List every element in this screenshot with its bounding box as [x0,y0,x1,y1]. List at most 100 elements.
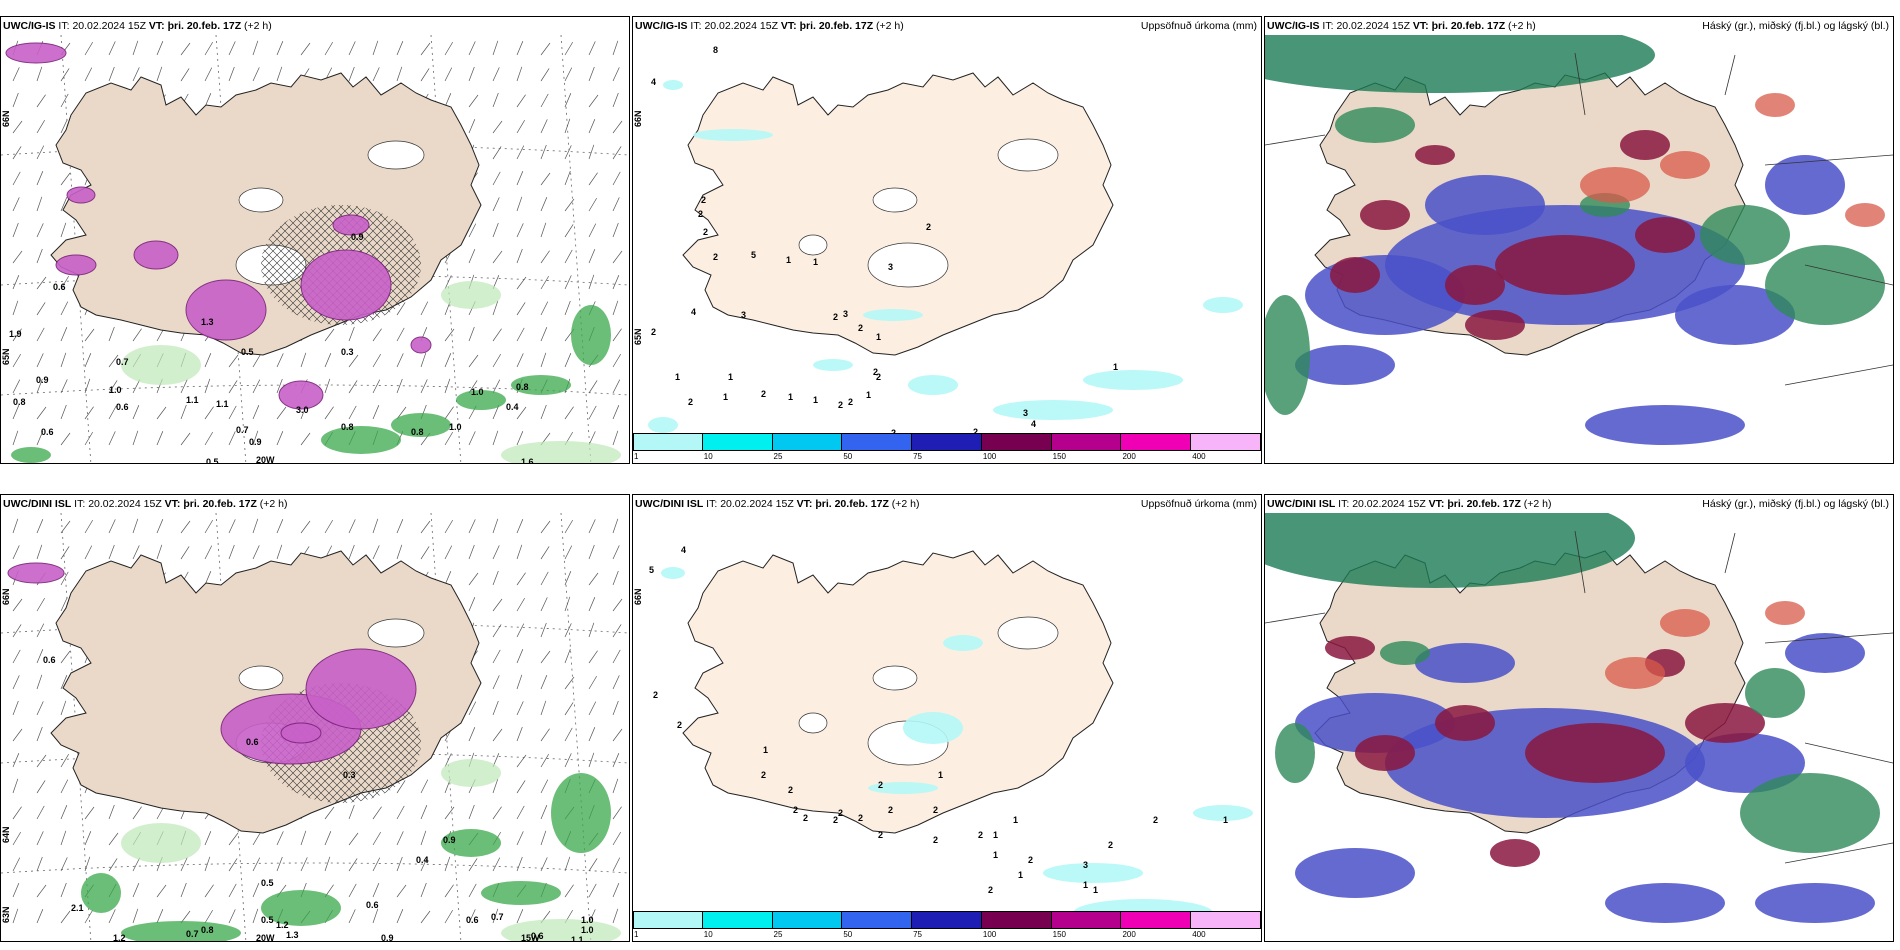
value-label: 0.7 [236,425,249,435]
colorbar-tick: 150 [1052,452,1067,461]
precip-area [81,873,121,913]
light-precip-area [501,919,621,941]
lat-label: 66N [1,110,11,127]
value-label: 2 [891,428,896,435]
value-label: 3 [888,262,893,272]
glacier [798,712,828,734]
precip-area [481,881,561,905]
value-label: 2 [838,808,843,818]
low-cloud [1635,217,1695,253]
precip-area [661,567,685,579]
value-label: 1 [876,332,881,342]
value-label: 1 [763,745,768,755]
value-label: 1.6 [521,457,534,464]
icing-area [280,722,322,744]
value-label: 0.6 [246,737,259,747]
lat-label: 64N [1,826,11,843]
mid-cloud [1585,405,1745,445]
value-label: 2 [793,805,798,815]
colorbar-tick: 50 [843,452,853,461]
value-label: 2 [1028,855,1033,865]
value-label: 0.6 [41,427,54,437]
low-cloud [1845,203,1885,227]
value-label: 0.6 [116,402,129,412]
colorbar-cell [772,911,843,929]
value-label: 2 [838,400,843,410]
value-label: 8 [713,45,718,55]
colorbar-tick: 200 [1122,452,1136,461]
low-cloud [1445,265,1505,305]
precip-area [571,305,611,365]
value-label: 2.1 [71,903,84,913]
colorbar-tick: 400 [1192,452,1206,461]
map-panel-5: UWC/DINI ISL IT: 20.02.2024 15Z VT: þri.… [632,494,1262,942]
panel-header: UWC/IG-IS IT: 20.02.2024 15Z VT: þri. 20… [3,20,272,32]
glacier [997,616,1059,650]
icing-area [410,336,432,354]
glacier [997,138,1059,172]
value-label: 2 [988,885,993,895]
colorbar-tick: 25 [773,452,783,461]
precip-area [441,829,501,857]
value-label: 0.9 [36,375,49,385]
precip-area [1083,370,1183,390]
value-label: 1.3 [286,930,299,940]
value-label: 1 [728,372,733,382]
glacier [867,242,949,288]
value-label: 1 [1013,815,1018,825]
low-cloud [1435,705,1495,741]
high-cloud [1745,668,1805,718]
value-label: 4 [1031,419,1036,429]
mid-cloud [1685,733,1805,793]
precip-area [511,375,571,395]
colorbar-tick: 50 [843,930,853,939]
colorbar-tick: 75 [913,930,923,939]
precip-area [11,447,51,463]
value-label: 1.1 [186,395,199,405]
low-cloud [1355,735,1415,771]
precip-area [1203,297,1243,313]
precip-area [648,417,678,433]
light-precip-area [121,823,201,863]
value-label: 3 [843,309,848,319]
value-label: 0.5 [261,878,274,888]
glacier [798,234,828,256]
value-label: 3.0 [296,405,309,415]
low-cloud [1465,310,1525,340]
glacier [367,618,425,648]
mid-cloud [1295,693,1455,753]
high-cloud [1265,295,1310,415]
icing-area [7,562,65,584]
low-cloud [1325,636,1375,660]
colorbar-cell [981,911,1052,929]
colorbar-cell [702,433,773,451]
lon-label: 20W [256,455,275,464]
low-cloud [1580,167,1650,203]
value-label: 2 [933,835,938,845]
value-label: 1 [993,850,998,860]
wind-map: 66N 65N 20W 0.6 1.9 0.9 0.8 0.6 1.1 1.1 0.6 1.0 0.8 0… [1,35,629,464]
glacier [238,187,284,213]
value-label: 1 [866,390,871,400]
value-label: 2 [701,195,706,205]
value-label: 0.7 [186,929,199,939]
colorbar-tick: 1 [634,930,639,939]
low-cloud [1755,93,1795,117]
value-label: 1 [938,770,943,780]
value-label: 1.1 [216,399,229,409]
value-label: 0.8 [341,422,354,432]
value-label: 2 [926,222,931,232]
map-panel-6: UWC/DINI ISL IT: 20.02.2024 15Z VT: þri.… [1264,494,1894,942]
panel-title: Uppsöfnuð úrkoma (mm) [1140,498,1257,510]
value-label: 2 [978,830,983,840]
value-label: 1.0 [449,422,462,432]
value-label: 2 [803,813,808,823]
colorbar-cell [633,433,703,451]
value-label: 1 [675,372,680,382]
light-precip-area [441,281,501,309]
value-label: 1 [813,395,818,405]
colorbar-tick: 10 [703,930,713,939]
icing-area [278,380,324,410]
precip-area [121,921,241,941]
